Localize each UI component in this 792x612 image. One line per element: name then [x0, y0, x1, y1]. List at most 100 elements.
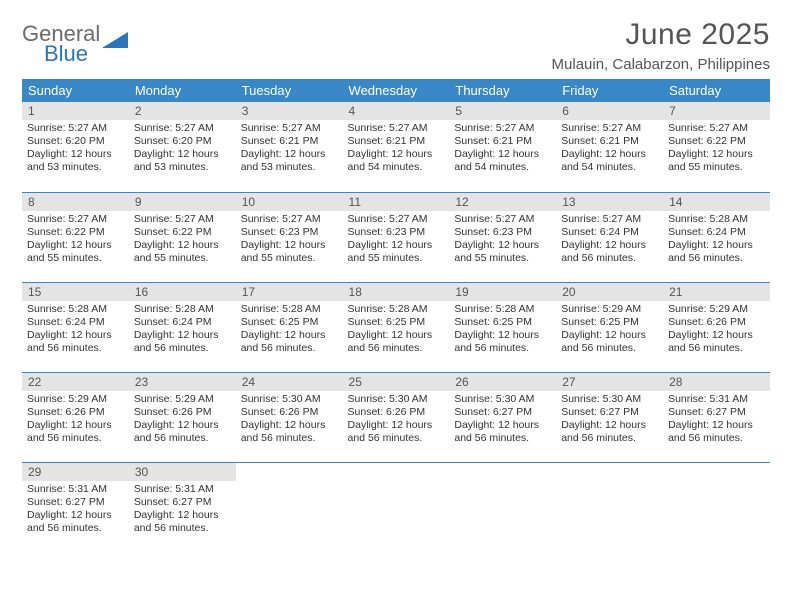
- day-details: Sunrise: 5:29 AMSunset: 6:25 PMDaylight:…: [556, 301, 663, 360]
- day-details: Sunrise: 5:27 AMSunset: 6:21 PMDaylight:…: [343, 120, 450, 179]
- day-details: Sunrise: 5:27 AMSunset: 6:21 PMDaylight:…: [556, 120, 663, 179]
- day-details: Sunrise: 5:27 AMSunset: 6:24 PMDaylight:…: [556, 211, 663, 270]
- day-details: Sunrise: 5:31 AMSunset: 6:27 PMDaylight:…: [129, 481, 236, 540]
- day-details: Sunrise: 5:27 AMSunset: 6:21 PMDaylight:…: [449, 120, 556, 179]
- calendar-cell: 14Sunrise: 5:28 AMSunset: 6:24 PMDayligh…: [663, 192, 770, 282]
- calendar-week: 1Sunrise: 5:27 AMSunset: 6:20 PMDaylight…: [22, 102, 770, 192]
- day-number: 1: [22, 102, 129, 120]
- calendar-thead: SundayMondayTuesdayWednesdayThursdayFrid…: [22, 79, 770, 102]
- calendar-cell: 12Sunrise: 5:27 AMSunset: 6:23 PMDayligh…: [449, 192, 556, 282]
- title-block: June 2025 Mulauin, Calabarzon, Philippin…: [552, 18, 770, 73]
- header-row: General Blue June 2025 Mulauin, Calabarz…: [22, 18, 770, 73]
- calendar-cell: 17Sunrise: 5:28 AMSunset: 6:25 PMDayligh…: [236, 282, 343, 372]
- day-number: 29: [22, 463, 129, 481]
- day-details: Sunrise: 5:27 AMSunset: 6:23 PMDaylight:…: [449, 211, 556, 270]
- day-details: Sunrise: 5:29 AMSunset: 6:26 PMDaylight:…: [663, 301, 770, 360]
- day-details: Sunrise: 5:27 AMSunset: 6:22 PMDaylight:…: [22, 211, 129, 270]
- calendar-cell: 10Sunrise: 5:27 AMSunset: 6:23 PMDayligh…: [236, 192, 343, 282]
- calendar-week: 22Sunrise: 5:29 AMSunset: 6:26 PMDayligh…: [22, 372, 770, 462]
- calendar-cell: 3Sunrise: 5:27 AMSunset: 6:21 PMDaylight…: [236, 102, 343, 192]
- day-details: Sunrise: 5:27 AMSunset: 6:20 PMDaylight:…: [22, 120, 129, 179]
- day-details: Sunrise: 5:27 AMSunset: 6:23 PMDaylight:…: [343, 211, 450, 270]
- calendar-cell: [236, 462, 343, 552]
- day-details: Sunrise: 5:27 AMSunset: 6:22 PMDaylight:…: [129, 211, 236, 270]
- day-number: 17: [236, 283, 343, 301]
- day-number: 27: [556, 373, 663, 391]
- day-header: Thursday: [449, 79, 556, 102]
- calendar-cell: 4Sunrise: 5:27 AMSunset: 6:21 PMDaylight…: [343, 102, 450, 192]
- day-number: 11: [343, 193, 450, 211]
- day-number: 15: [22, 283, 129, 301]
- day-number: 6: [556, 102, 663, 120]
- day-details: Sunrise: 5:31 AMSunset: 6:27 PMDaylight:…: [22, 481, 129, 540]
- day-number: 3: [236, 102, 343, 120]
- calendar-cell: 8Sunrise: 5:27 AMSunset: 6:22 PMDaylight…: [22, 192, 129, 282]
- calendar-cell: [663, 462, 770, 552]
- location-text: Mulauin, Calabarzon, Philippines: [552, 56, 770, 73]
- calendar-cell: 2Sunrise: 5:27 AMSunset: 6:20 PMDaylight…: [129, 102, 236, 192]
- day-details: Sunrise: 5:30 AMSunset: 6:27 PMDaylight:…: [449, 391, 556, 450]
- day-number: 22: [22, 373, 129, 391]
- day-number: 21: [663, 283, 770, 301]
- day-details: Sunrise: 5:30 AMSunset: 6:27 PMDaylight:…: [556, 391, 663, 450]
- day-header: Tuesday: [236, 79, 343, 102]
- calendar-cell: 9Sunrise: 5:27 AMSunset: 6:22 PMDaylight…: [129, 192, 236, 282]
- month-title: June 2025: [552, 18, 770, 52]
- day-details: Sunrise: 5:29 AMSunset: 6:26 PMDaylight:…: [22, 391, 129, 450]
- day-details: Sunrise: 5:28 AMSunset: 6:25 PMDaylight:…: [343, 301, 450, 360]
- day-number: 19: [449, 283, 556, 301]
- day-number: 5: [449, 102, 556, 120]
- day-number: 9: [129, 193, 236, 211]
- day-number: 12: [449, 193, 556, 211]
- day-details: Sunrise: 5:27 AMSunset: 6:23 PMDaylight:…: [236, 211, 343, 270]
- day-details: Sunrise: 5:31 AMSunset: 6:27 PMDaylight:…: [663, 391, 770, 450]
- calendar-cell: 19Sunrise: 5:28 AMSunset: 6:25 PMDayligh…: [449, 282, 556, 372]
- logo: General Blue: [22, 24, 130, 64]
- day-details: Sunrise: 5:27 AMSunset: 6:20 PMDaylight:…: [129, 120, 236, 179]
- calendar-week: 8Sunrise: 5:27 AMSunset: 6:22 PMDaylight…: [22, 192, 770, 282]
- day-number: 14: [663, 193, 770, 211]
- day-number: 10: [236, 193, 343, 211]
- calendar-cell: 29Sunrise: 5:31 AMSunset: 6:27 PMDayligh…: [22, 462, 129, 552]
- calendar-page: General Blue June 2025 Mulauin, Calabarz…: [0, 0, 792, 552]
- calendar-cell: [449, 462, 556, 552]
- calendar-cell: 28Sunrise: 5:31 AMSunset: 6:27 PMDayligh…: [663, 372, 770, 462]
- calendar-cell: [343, 462, 450, 552]
- day-number: 8: [22, 193, 129, 211]
- day-details: Sunrise: 5:30 AMSunset: 6:26 PMDaylight:…: [343, 391, 450, 450]
- day-details: Sunrise: 5:28 AMSunset: 6:25 PMDaylight:…: [449, 301, 556, 360]
- calendar-week: 15Sunrise: 5:28 AMSunset: 6:24 PMDayligh…: [22, 282, 770, 372]
- day-header: Saturday: [663, 79, 770, 102]
- calendar-cell: 18Sunrise: 5:28 AMSunset: 6:25 PMDayligh…: [343, 282, 450, 372]
- day-number: 30: [129, 463, 236, 481]
- day-number: 26: [449, 373, 556, 391]
- day-number: 2: [129, 102, 236, 120]
- calendar-cell: 22Sunrise: 5:29 AMSunset: 6:26 PMDayligh…: [22, 372, 129, 462]
- day-number: 18: [343, 283, 450, 301]
- day-number: 24: [236, 373, 343, 391]
- day-details: Sunrise: 5:27 AMSunset: 6:21 PMDaylight:…: [236, 120, 343, 179]
- calendar-week: 29Sunrise: 5:31 AMSunset: 6:27 PMDayligh…: [22, 462, 770, 552]
- day-details: Sunrise: 5:28 AMSunset: 6:25 PMDaylight:…: [236, 301, 343, 360]
- logo-text: General Blue: [22, 24, 100, 64]
- day-details: Sunrise: 5:30 AMSunset: 6:26 PMDaylight:…: [236, 391, 343, 450]
- calendar-cell: 24Sunrise: 5:30 AMSunset: 6:26 PMDayligh…: [236, 372, 343, 462]
- day-number: 16: [129, 283, 236, 301]
- calendar-cell: 16Sunrise: 5:28 AMSunset: 6:24 PMDayligh…: [129, 282, 236, 372]
- calendar-cell: 20Sunrise: 5:29 AMSunset: 6:25 PMDayligh…: [556, 282, 663, 372]
- calendar-cell: 26Sunrise: 5:30 AMSunset: 6:27 PMDayligh…: [449, 372, 556, 462]
- calendar-cell: 27Sunrise: 5:30 AMSunset: 6:27 PMDayligh…: [556, 372, 663, 462]
- calendar-cell: 23Sunrise: 5:29 AMSunset: 6:26 PMDayligh…: [129, 372, 236, 462]
- calendar-cell: [556, 462, 663, 552]
- calendar-cell: 21Sunrise: 5:29 AMSunset: 6:26 PMDayligh…: [663, 282, 770, 372]
- calendar-body: 1Sunrise: 5:27 AMSunset: 6:20 PMDaylight…: [22, 102, 770, 552]
- logo-word-bottom: Blue: [44, 44, 100, 64]
- day-number: 28: [663, 373, 770, 391]
- calendar-cell: 13Sunrise: 5:27 AMSunset: 6:24 PMDayligh…: [556, 192, 663, 282]
- calendar-cell: 1Sunrise: 5:27 AMSunset: 6:20 PMDaylight…: [22, 102, 129, 192]
- day-number: 23: [129, 373, 236, 391]
- day-number: 7: [663, 102, 770, 120]
- calendar-cell: 6Sunrise: 5:27 AMSunset: 6:21 PMDaylight…: [556, 102, 663, 192]
- calendar-cell: 30Sunrise: 5:31 AMSunset: 6:27 PMDayligh…: [129, 462, 236, 552]
- day-details: Sunrise: 5:27 AMSunset: 6:22 PMDaylight:…: [663, 120, 770, 179]
